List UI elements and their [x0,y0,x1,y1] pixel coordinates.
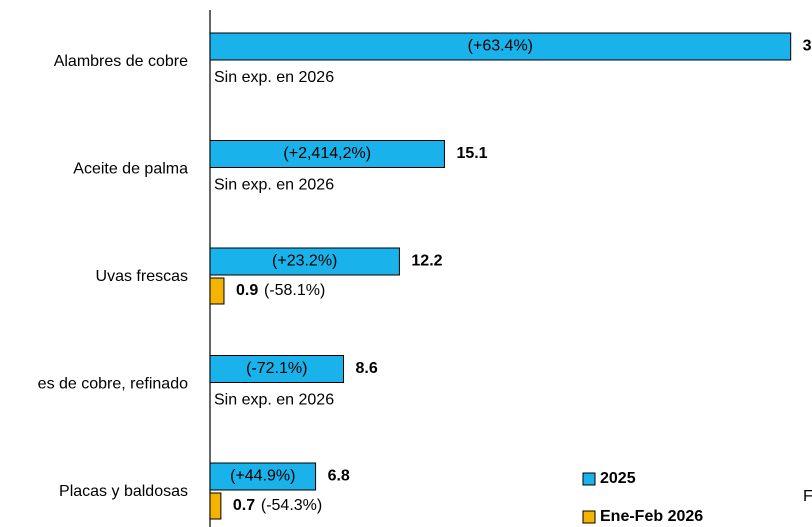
category-label: Placas y baldosas [59,483,188,500]
bar [209,247,400,276]
category-label: Uvas frescas [96,268,188,285]
bar [209,277,225,305]
value-label: 0.9 [236,282,258,299]
value-label: 12.2 [411,253,442,270]
value-label: 37.4 [803,38,812,55]
value-label: 6.8 [328,468,350,485]
growth-label: (+23.2%) [272,253,337,270]
no-export-label: Sin exp. en 2026 [214,177,334,194]
bar [209,462,317,491]
no-export-label: Sin exp. en 2026 [214,392,334,409]
bar [209,32,792,61]
value-label: 0.7 [233,497,255,514]
legend-swatch [582,510,596,524]
value-label: 8.6 [356,360,378,377]
category-label: es de cobre, refinado [38,376,188,393]
legend-label: 2025 [600,470,636,487]
growth-label: (-58.1%) [264,282,325,299]
growth-label: (+44.9%) [230,468,295,485]
category-label: Alambres de cobre [54,53,188,70]
value-label: 15.1 [456,145,487,162]
note: F [803,488,812,505]
bar [209,140,445,168]
bar [209,355,345,383]
growth-label: (-72.1%) [246,360,307,377]
growth-label: (-54.3%) [261,497,322,514]
growth-label: (+63.4%) [468,38,533,55]
legend-swatch [582,472,596,486]
legend-label: Ene-Feb 2026 [600,508,703,525]
no-export-label: Sin exp. en 2026 [214,69,334,86]
growth-label: (+2,414,2%) [283,145,371,162]
category-label: Aceite de palma [73,161,188,178]
bar [209,492,222,520]
